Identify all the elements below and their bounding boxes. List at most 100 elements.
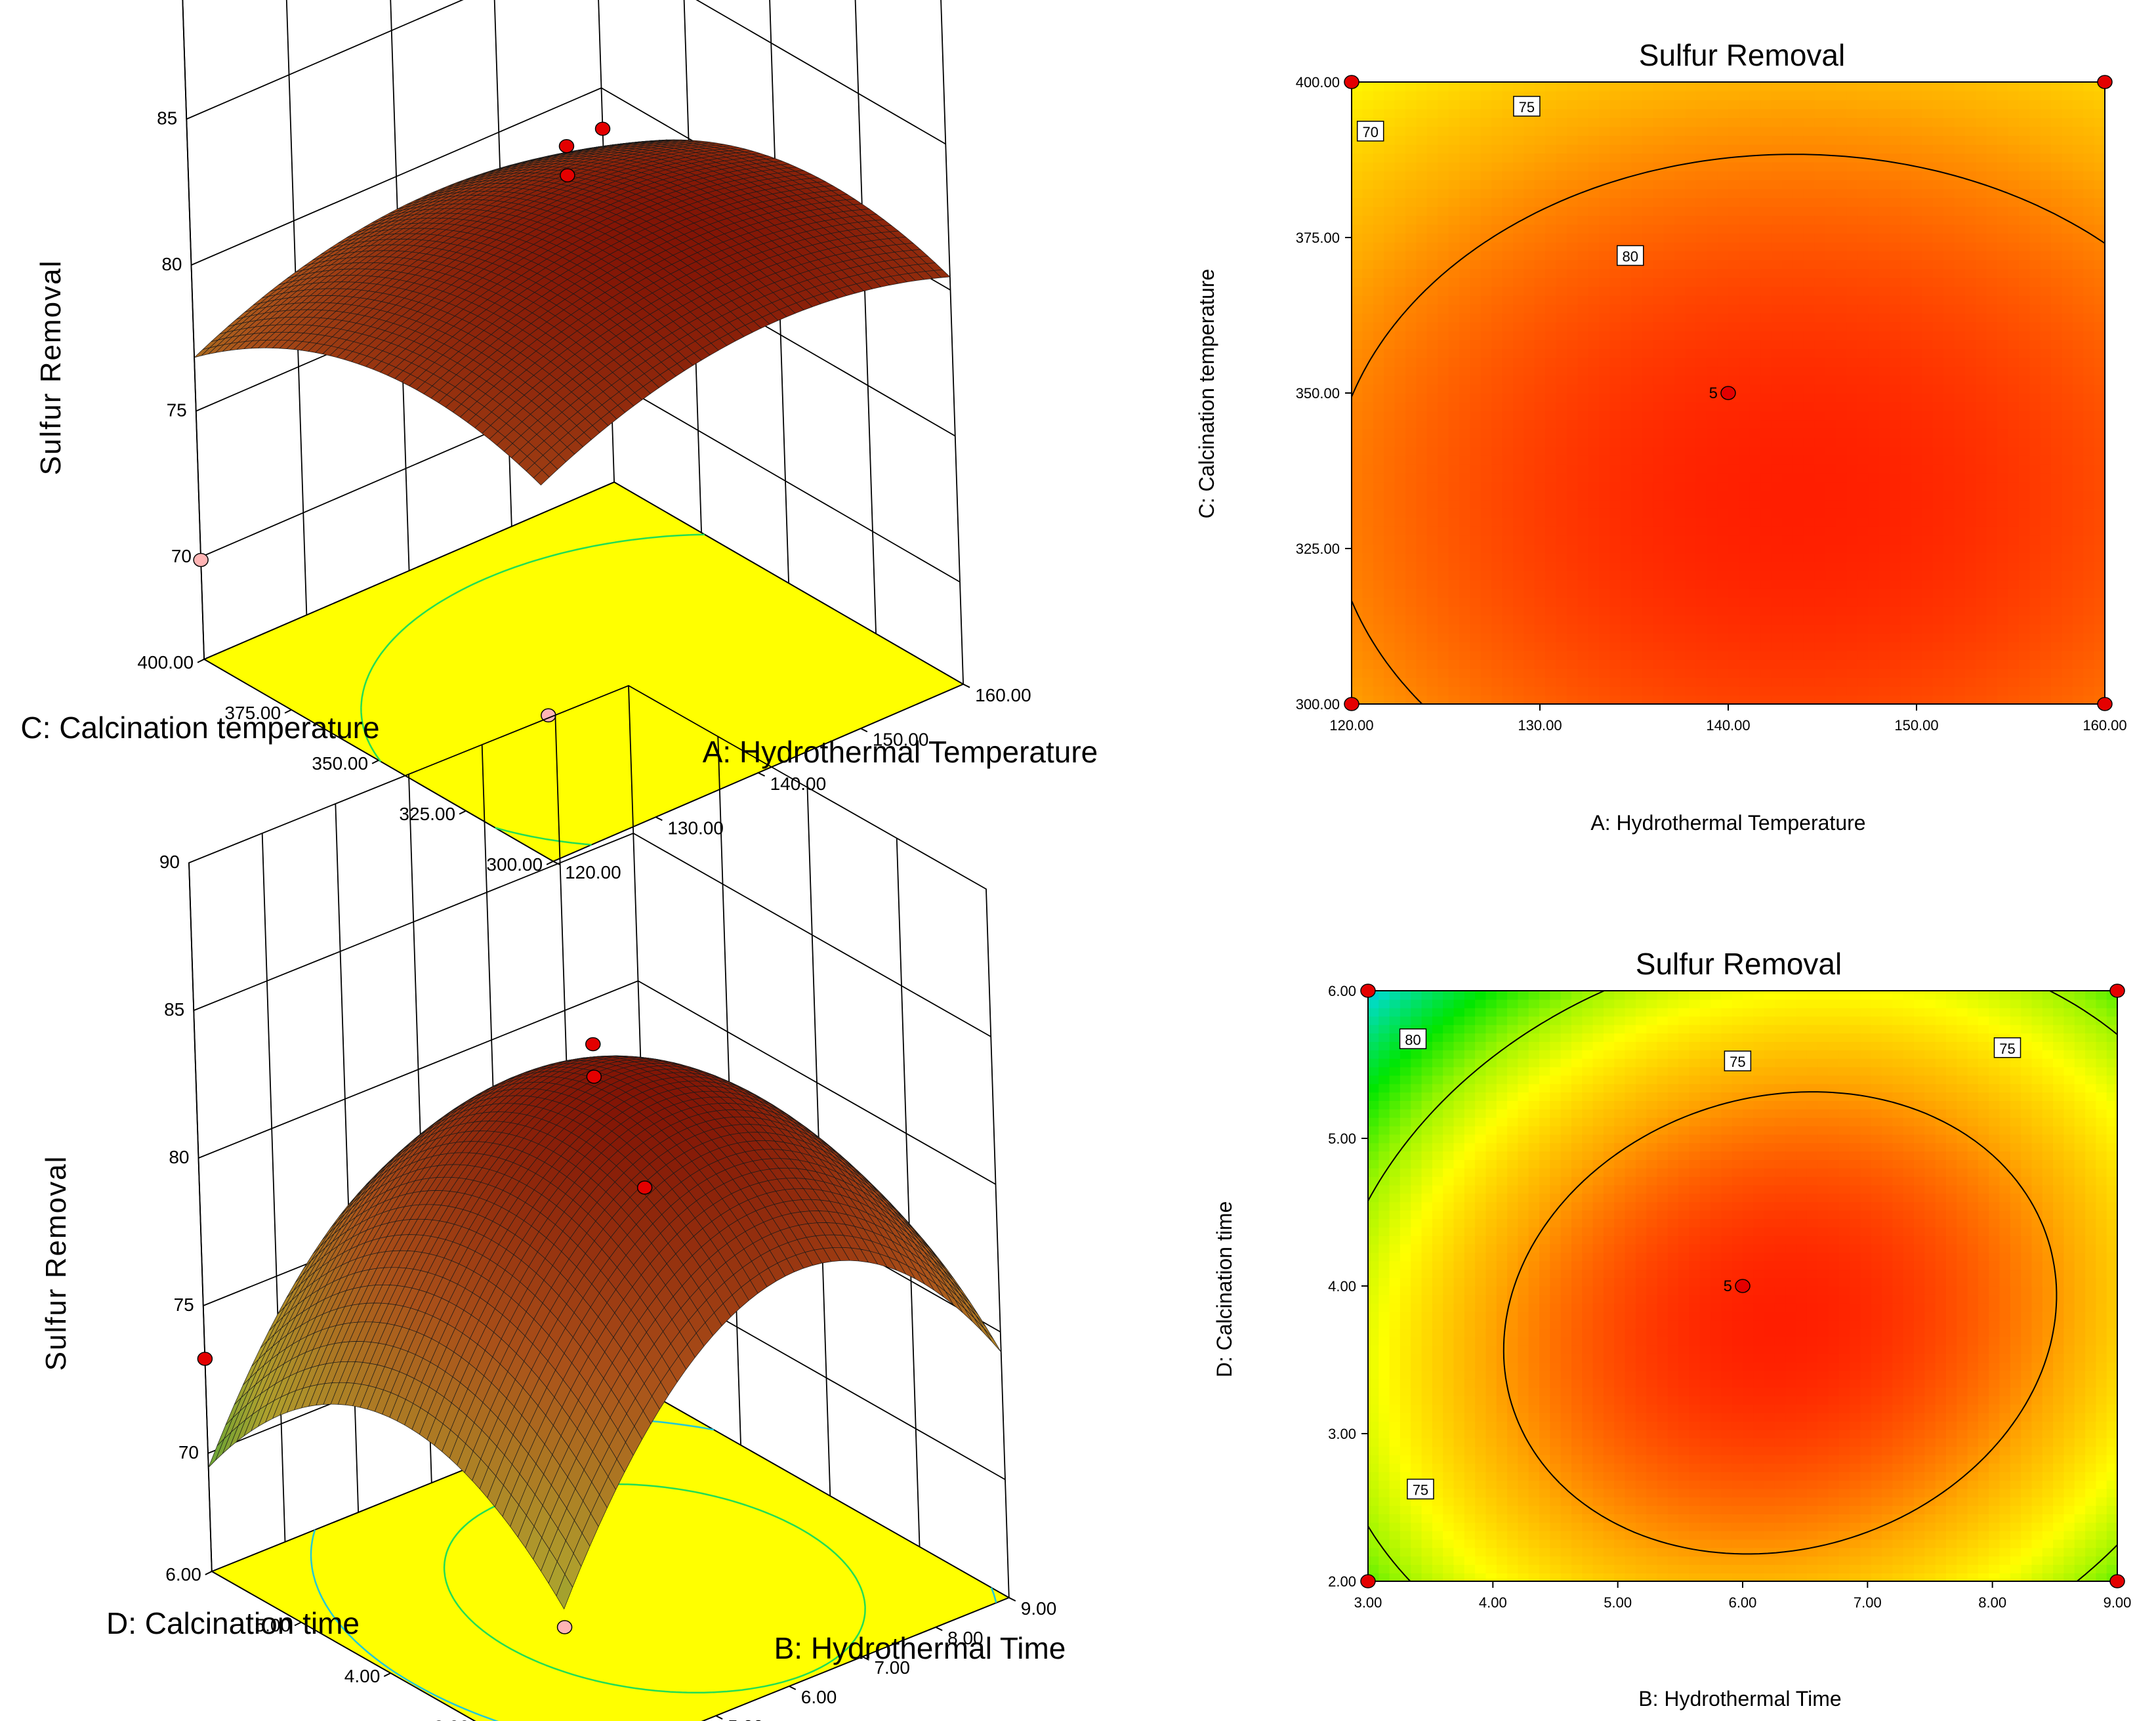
heat-cell [1609,224,1621,234]
heat-cell [1663,535,1675,545]
heat-cell [1502,206,1514,216]
heat-cell [1426,331,1438,341]
heat-cell [1707,82,1718,92]
heat-cell [1352,180,1363,190]
heat-cell [1362,526,1374,536]
heat-cell [1352,188,1363,198]
heat-cell [1653,677,1665,687]
heat-cell [1491,117,1503,127]
heat-cell [1480,526,1492,536]
heat-cell [1685,215,1697,225]
heat-cell [1685,304,1697,314]
heat-cell [1405,241,1417,252]
heat-cell [1405,215,1417,225]
heat-cell [1749,597,1761,607]
heat-cell [1405,446,1417,456]
heat-cell [1534,588,1546,598]
heat-cell [1749,411,1761,421]
heat-cell [1685,144,1697,154]
heat-cell [1394,668,1406,678]
heat-cell [1426,419,1438,429]
heat-cell [1653,402,1665,411]
heat-cell [1352,686,1363,696]
heat-cell [1438,508,1449,518]
heat-cell [1470,384,1482,394]
heat-cell [1470,375,1482,385]
heat-cell [1621,419,1632,429]
heat-cell [1609,82,1621,92]
heat-cell [1609,482,1621,491]
heat-cell [1685,552,1697,563]
heat-cell [1567,304,1579,314]
heat-cell [1362,108,1374,118]
heat-cell [1739,544,1751,554]
heat-cell [1448,508,1460,518]
heat-cell [1685,233,1697,243]
heat-cell [1545,295,1557,305]
heat-cell [1545,180,1557,190]
heat-cell [1405,313,1417,323]
heat-cell [1362,402,1374,411]
heat-cell [1394,188,1406,198]
heat-cell [1728,348,1740,358]
heat-cell [1653,597,1665,607]
heat-cell [1749,624,1761,634]
heat-cell [1502,606,1514,616]
z-tick-label: 75 [167,400,187,421]
heat-cell [1534,579,1546,589]
heat-cell [1588,161,1600,172]
heat-cell [1728,482,1740,491]
heat-cell [1470,339,1482,349]
heat-cell [1534,419,1546,429]
heat-cell [1480,562,1492,571]
heat-cell [1556,562,1567,571]
heat-cell [1426,180,1438,190]
heat-cell [1502,100,1514,110]
heat-cell [1373,180,1384,190]
heat-cell [1707,251,1718,260]
heat-cell [1599,464,1611,474]
heat-cell [1621,650,1632,660]
heat-cell [1653,91,1665,100]
heat-cell [1545,153,1557,163]
heat-cell [1545,321,1557,331]
heat-cell [1642,331,1653,341]
heat-cell [1739,552,1751,563]
heat-cell [1556,642,1567,652]
heat-cell [1373,570,1384,581]
heat-cell [1362,304,1374,314]
heat-cell [1416,455,1428,465]
heat-cell [1491,446,1503,456]
heat-cell [1577,482,1589,491]
heat-cell [1491,455,1503,465]
heat-cell [1642,464,1653,474]
heat-cell [1405,491,1417,501]
heat-cell [1631,393,1643,403]
heat-cell [1577,215,1589,225]
heat-cell [1502,402,1514,411]
heat-cell [1674,482,1686,491]
heat-cell [1663,268,1675,278]
heat-cell [1384,588,1396,598]
heat-cell [1749,402,1761,411]
heat-cell [1588,339,1600,349]
heat-cell [1524,393,1535,403]
heat-cell [1567,659,1579,669]
heat-cell [1631,535,1643,545]
heat-cell [1717,632,1729,642]
heat-cell [1438,375,1449,385]
heat-cell [1384,82,1396,92]
heat-cell [1728,562,1740,571]
heat-cell [1707,188,1718,198]
heat-cell [1545,259,1557,270]
heat-cell [1749,562,1761,571]
heat-cell [1588,384,1600,394]
heat-cell [1567,472,1579,483]
heat-cell [1470,224,1482,234]
heat-cell [1373,331,1384,341]
heat-cell [1685,482,1697,491]
heat-cell [1642,668,1653,678]
heat-cell [1491,100,1503,110]
heat-cell [1695,233,1707,243]
heat-cell [1416,562,1428,571]
